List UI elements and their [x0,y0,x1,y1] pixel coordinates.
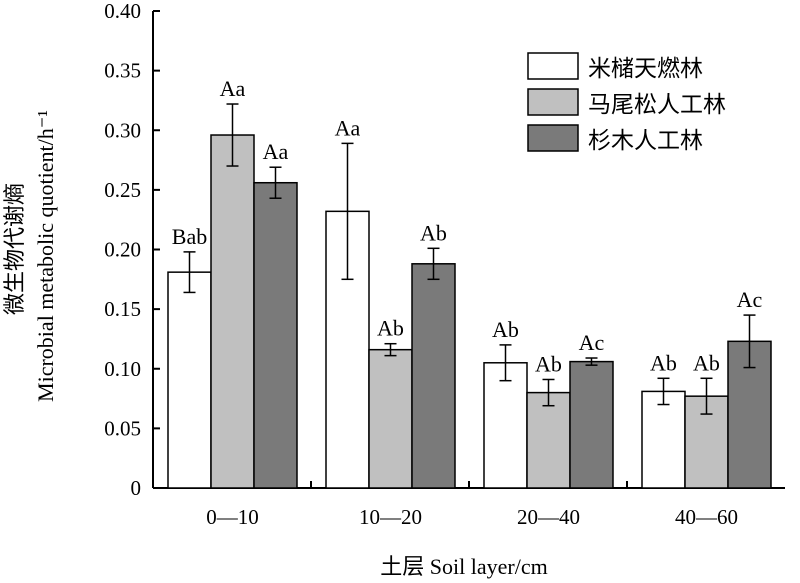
legend-label: 马尾松人工林 [588,92,726,117]
legend-label: 杉木人工林 [588,128,703,153]
data-label: Ac [737,287,763,312]
y-tick-label: 0.15 [104,297,141,321]
bar [641,390,686,489]
y-tick-label: 0.05 [104,416,141,440]
y-axis-title-zh: 微生物代谢熵 [2,183,27,315]
bar [167,271,212,489]
data-label: Ab [535,351,562,376]
y-tick-label: 0.25 [104,178,141,202]
y-axis-title-en: Microbial metabolic quotient/h⁻¹ [33,110,58,402]
x-tick-label: 20—40 [517,505,580,529]
data-label: Aa [220,76,246,101]
y-tick-label: 0.40 [104,0,141,23]
bar [210,134,255,489]
bar [483,362,528,489]
bar [526,391,571,489]
data-label: Ac [579,330,605,355]
x-axis-title: 土层 Soil layer/cm [380,554,547,579]
legend-label: 米槠天燃林 [588,56,703,81]
data-label: Ab [650,350,677,375]
x-tick-label: 40—60 [675,505,738,529]
data-label: Ab [420,220,447,245]
bar [569,360,614,489]
data-label: Aa [335,115,361,140]
legend-swatch [527,88,579,116]
bar [368,348,413,489]
x-tick-label: 0—10 [206,505,259,529]
bar [411,263,456,489]
bars: Bab Aa Aa Aa Ab Ab Ab Ab Ac Ab Ab Ac [167,76,772,489]
y-axis: 0 0.05 0.10 0.15 0.20 0.25 0.30 0.35 0.40 [104,0,160,500]
x-tick-label: 10—20 [359,505,422,529]
data-label: Ab [492,317,519,342]
data-label: Aa [263,139,289,164]
y-tick-label: 0.35 [104,59,141,83]
y-tick-label: 0.30 [104,118,141,142]
legend-swatch [527,52,579,80]
data-label: Bab [172,224,207,249]
bar [253,181,298,489]
data-label: Ab [693,350,720,375]
y-tick-label: 0.10 [104,357,141,381]
y-tick-label: 0 [131,476,142,500]
y-tick-label: 0.20 [104,238,141,262]
data-label: Ab [377,316,404,341]
legend-swatch [527,124,579,152]
